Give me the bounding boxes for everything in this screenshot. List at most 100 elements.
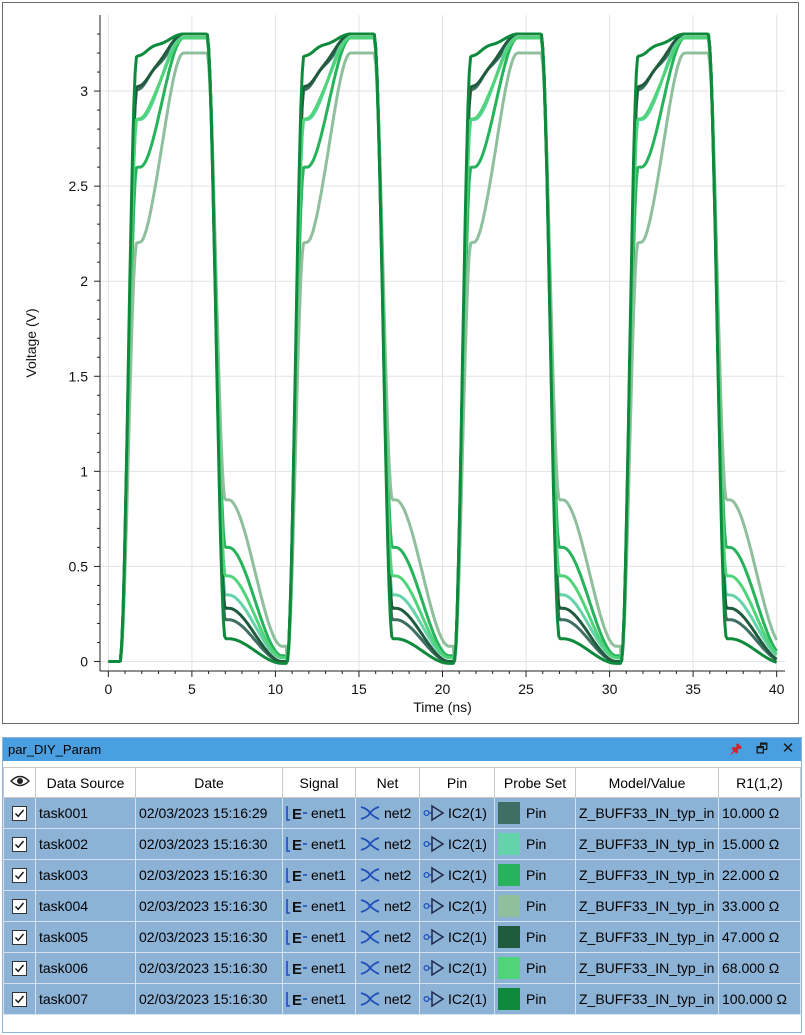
restore-icon[interactable]: 🗗: [755, 741, 769, 756]
column-header-r1[interactable]: R1(1,2): [718, 767, 801, 798]
column-header-signal[interactable]: Signal: [282, 767, 356, 798]
visibility-checkbox[interactable]: [3, 921, 36, 953]
probe-set-cell[interactable]: Pin: [494, 890, 576, 922]
checkbox[interactable]: [12, 837, 27, 853]
r1-cell[interactable]: 10.000 Ω: [718, 797, 801, 829]
data-source-cell[interactable]: task002: [35, 828, 136, 860]
column-header-net[interactable]: Net: [355, 767, 420, 798]
column-header-pin[interactable]: Pin: [419, 767, 495, 798]
r1-cell[interactable]: 47.000 Ω: [718, 921, 801, 953]
checkbox[interactable]: [12, 899, 27, 915]
pin-cell[interactable]: IC2(1): [419, 859, 495, 891]
r1-cell[interactable]: 100.000 Ω: [718, 983, 801, 1015]
model-value-cell[interactable]: Z_BUFF33_IN_typ_in: [575, 828, 719, 860]
net-cell[interactable]: net2: [355, 983, 420, 1015]
data-source-cell[interactable]: task003: [35, 859, 136, 891]
date-cell[interactable]: 02/03/2023 15:16:30: [135, 828, 283, 860]
net-cell[interactable]: net2: [355, 828, 420, 860]
data-source-cell[interactable]: task006: [35, 952, 136, 984]
model-value-cell[interactable]: Z_BUFF33_IN_typ_in: [575, 952, 719, 984]
date-cell[interactable]: 02/03/2023 15:16:30: [135, 890, 283, 922]
net-cell[interactable]: net2: [355, 890, 420, 922]
column-header-data-source[interactable]: Data Source: [35, 767, 136, 798]
probe-color-swatch[interactable]: [498, 895, 520, 917]
svg-text:E: E: [292, 868, 302, 884]
model-value-cell[interactable]: Z_BUFF33_IN_typ_in: [575, 921, 719, 953]
net-cell[interactable]: net2: [355, 859, 420, 891]
data-source-cell[interactable]: task005: [35, 921, 136, 953]
net-cell[interactable]: net2: [355, 952, 420, 984]
column-header-date[interactable]: Date: [135, 767, 283, 798]
pin-cell[interactable]: IC2(1): [419, 921, 495, 953]
close-icon[interactable]: ✕: [781, 740, 795, 757]
r1-cell[interactable]: 33.000 Ω: [718, 890, 801, 922]
results-panel: par_DIY_Param 🖈 🗗 ✕ Data Source Date Sig…: [2, 737, 802, 1033]
model-value-cell[interactable]: Z_BUFF33_IN_typ_in: [575, 890, 719, 922]
r1-cell[interactable]: 68.000 Ω: [718, 952, 801, 984]
data-source-cell[interactable]: task001: [35, 797, 136, 829]
visibility-checkbox[interactable]: [3, 828, 36, 860]
probe-color-swatch[interactable]: [498, 833, 520, 855]
data-source-cell[interactable]: task004: [35, 890, 136, 922]
probe-color-swatch[interactable]: [498, 926, 520, 948]
model-value-cell[interactable]: Z_BUFF33_IN_typ_in: [575, 797, 719, 829]
checkbox[interactable]: [12, 806, 27, 822]
data-source-cell[interactable]: task007: [35, 983, 136, 1015]
probe-set-cell[interactable]: Pin: [494, 797, 576, 829]
probe-set-cell[interactable]: Pin: [494, 828, 576, 860]
net-cell[interactable]: net2: [355, 921, 420, 953]
pin-icon[interactable]: 🖈: [729, 741, 743, 756]
r1-cell[interactable]: 22.000 Ω: [718, 859, 801, 891]
pin-cell[interactable]: IC2(1): [419, 952, 495, 984]
visibility-checkbox[interactable]: [3, 890, 36, 922]
probe-color-swatch[interactable]: [498, 988, 520, 1010]
probe-set-cell[interactable]: Pin: [494, 952, 576, 984]
checkbox[interactable]: [12, 868, 27, 884]
date-cell[interactable]: 02/03/2023 15:16:30: [135, 983, 283, 1015]
net-cell[interactable]: net2: [355, 797, 420, 829]
visibility-checkbox[interactable]: [3, 983, 36, 1015]
probe-color-swatch[interactable]: [498, 864, 520, 886]
probe-set-cell[interactable]: Pin: [494, 983, 576, 1015]
model-value-cell[interactable]: Z_BUFF33_IN_typ_in: [575, 983, 719, 1015]
panel-titlebar[interactable]: par_DIY_Param 🖈 🗗 ✕: [3, 738, 801, 761]
date-cell[interactable]: 02/03/2023 15:16:30: [135, 859, 283, 891]
date-cell[interactable]: 02/03/2023 15:16:30: [135, 921, 283, 953]
pin-cell[interactable]: IC2(1): [419, 828, 495, 860]
probe-color-swatch[interactable]: [498, 802, 520, 824]
pin-cell[interactable]: IC2(1): [419, 797, 495, 829]
visibility-checkbox[interactable]: [3, 797, 36, 829]
date-cell[interactable]: 02/03/2023 15:16:30: [135, 952, 283, 984]
pin-cell[interactable]: IC2(1): [419, 890, 495, 922]
checkbox[interactable]: [12, 930, 27, 946]
checkbox[interactable]: [12, 992, 27, 1008]
visibility-column-header[interactable]: [3, 767, 36, 798]
r1-cell[interactable]: 15.000 Ω: [718, 828, 801, 860]
column-header-model-value[interactable]: Model/Value: [575, 767, 719, 798]
model-value-cell[interactable]: Z_BUFF33_IN_typ_in: [575, 859, 719, 891]
probe-color-swatch[interactable]: [498, 957, 520, 979]
date-cell[interactable]: 02/03/2023 15:16:29: [135, 797, 283, 829]
probe-set-cell[interactable]: Pin: [494, 859, 576, 891]
visibility-checkbox[interactable]: [3, 859, 36, 891]
pin-cell[interactable]: IC2(1): [419, 983, 495, 1015]
visibility-checkbox[interactable]: [3, 952, 36, 984]
column-header-probe-set[interactable]: Probe Set: [494, 767, 576, 798]
probe-set-cell[interactable]: Pin: [494, 921, 576, 953]
checkbox[interactable]: [12, 961, 27, 977]
eye-icon: [9, 775, 30, 787]
